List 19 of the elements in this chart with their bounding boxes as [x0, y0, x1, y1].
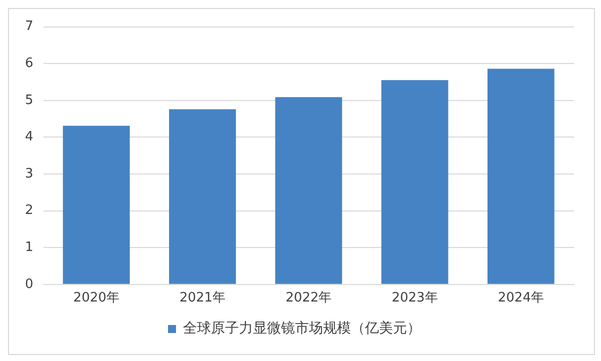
y-tick-label: 2	[24, 203, 34, 218]
x-tick-label: 2023年	[392, 290, 438, 306]
y-tick-label: 1	[24, 240, 34, 255]
y-tick-label: 7	[24, 19, 34, 34]
y-tick-label: 0	[24, 276, 34, 292]
y-tick-label: 4	[24, 130, 34, 145]
bar	[275, 97, 342, 284]
x-tick-label: 2021年	[179, 290, 226, 306]
legend-label: 全球原子力显微镜市场规模（亿美元）	[183, 320, 421, 337]
x-tick-label: 2022年	[286, 290, 332, 306]
bar	[62, 126, 130, 284]
y-tick-label: 6	[24, 56, 34, 71]
bar	[169, 109, 236, 284]
x-tick-label: 2024年	[498, 290, 544, 306]
y-tick-label: 5	[24, 92, 34, 108]
x-tick-label: 2020年	[73, 290, 120, 306]
y-tick-label: 3	[24, 166, 34, 182]
bar	[381, 80, 448, 284]
bar	[487, 68, 554, 284]
